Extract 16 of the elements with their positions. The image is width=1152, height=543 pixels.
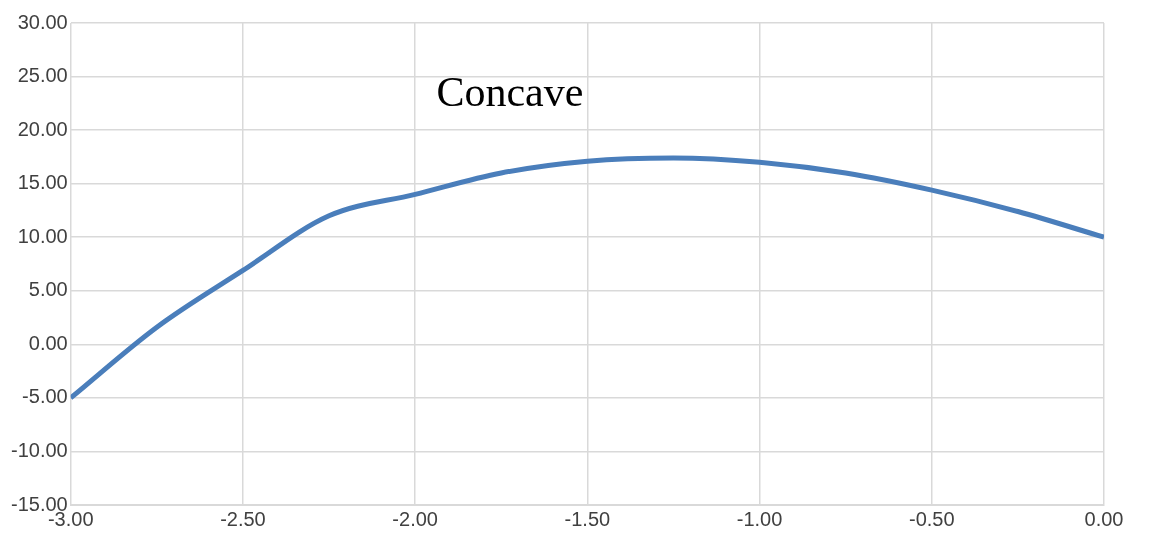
- x-tick-label: -1.50: [564, 507, 611, 530]
- y-tick-label: -5.00: [22, 385, 68, 408]
- y-tick-label: 10.00: [17, 224, 68, 247]
- y-tick-label: 25.00: [17, 64, 68, 87]
- y-tick-label: 15.00: [17, 171, 68, 194]
- x-tick-label: -2.00: [392, 507, 438, 530]
- y-tick-label: -10.00: [10, 438, 68, 461]
- y-tick-label: 30.00: [17, 10, 68, 33]
- x-tick-label: -0.50: [908, 507, 955, 530]
- x-tick-label: -1.00: [736, 507, 783, 530]
- x-tick-label: -2.50: [220, 507, 266, 530]
- y-tick-label: 5.00: [28, 278, 68, 301]
- y-tick-label: 0.00: [28, 331, 68, 354]
- y-tick-label: 20.00: [17, 117, 68, 140]
- annotation: Concave: [436, 69, 584, 116]
- x-tick-label: 0.00: [1084, 507, 1124, 530]
